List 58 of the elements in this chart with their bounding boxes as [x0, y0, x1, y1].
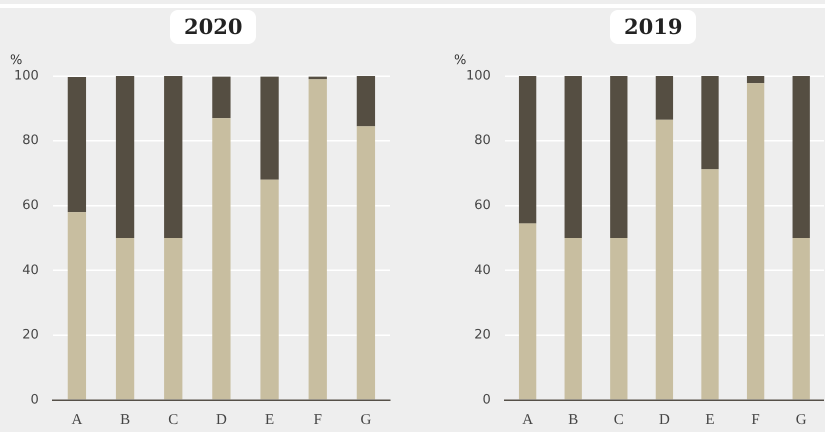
x-tick-label: C	[614, 412, 624, 428]
x-tick-label: B	[120, 412, 130, 428]
bar	[164, 238, 182, 400]
bar	[308, 79, 327, 400]
x-tick-label: A	[71, 412, 82, 428]
x-tick-label: E	[264, 412, 274, 428]
chart-title: 2020	[170, 10, 256, 44]
y-tick-label: 60	[22, 198, 39, 213]
x-tick-label: F	[751, 412, 760, 428]
bar	[656, 76, 674, 120]
bar	[792, 238, 810, 400]
x-tick-label: G	[796, 412, 807, 428]
x-tick-label: F	[314, 412, 322, 428]
y-tick-label: 20	[474, 328, 491, 343]
x-tick-label: D	[216, 412, 227, 428]
bar	[610, 76, 628, 238]
bar	[746, 76, 764, 84]
y-axis-title: %	[10, 52, 22, 68]
x-tick-label: D	[658, 412, 670, 428]
bar	[656, 120, 674, 400]
bar	[564, 238, 582, 400]
bar	[356, 126, 376, 400]
x-tick-label: B	[568, 412, 578, 428]
bar	[518, 223, 536, 400]
y-tick-label: 0	[482, 392, 491, 408]
bar	[68, 76, 86, 212]
bar	[746, 83, 764, 400]
bar	[212, 118, 231, 400]
y-axis-title: %	[454, 52, 466, 68]
x-tick-label: G	[360, 412, 372, 428]
bar	[701, 169, 719, 400]
bar	[260, 180, 279, 400]
y-tick-label: 100	[14, 68, 39, 84]
bar	[518, 76, 536, 224]
bar	[610, 238, 628, 400]
y-tick-label: 40	[474, 262, 491, 278]
bar	[116, 76, 134, 238]
bar	[212, 76, 231, 118]
bar	[260, 76, 279, 180]
y-tick-label: 80	[22, 133, 39, 148]
y-tick-label: 0	[30, 392, 39, 408]
bar	[116, 238, 134, 400]
bar	[792, 76, 810, 238]
bar	[356, 76, 376, 126]
y-tick-label: 100	[466, 68, 491, 84]
bar	[308, 76, 327, 80]
y-tick-label: 60	[474, 198, 491, 213]
bar	[68, 212, 86, 400]
y-tick-label: 80	[474, 133, 491, 148]
bar	[701, 76, 719, 170]
y-tick-label: 20	[22, 328, 39, 343]
x-tick-label: E	[705, 412, 715, 428]
chart-title: 2019	[610, 10, 696, 44]
bar	[164, 76, 182, 238]
bar	[564, 76, 582, 238]
y-tick-label: 40	[22, 262, 39, 278]
x-tick-label: C	[168, 412, 178, 428]
x-tick-label: A	[522, 412, 534, 428]
